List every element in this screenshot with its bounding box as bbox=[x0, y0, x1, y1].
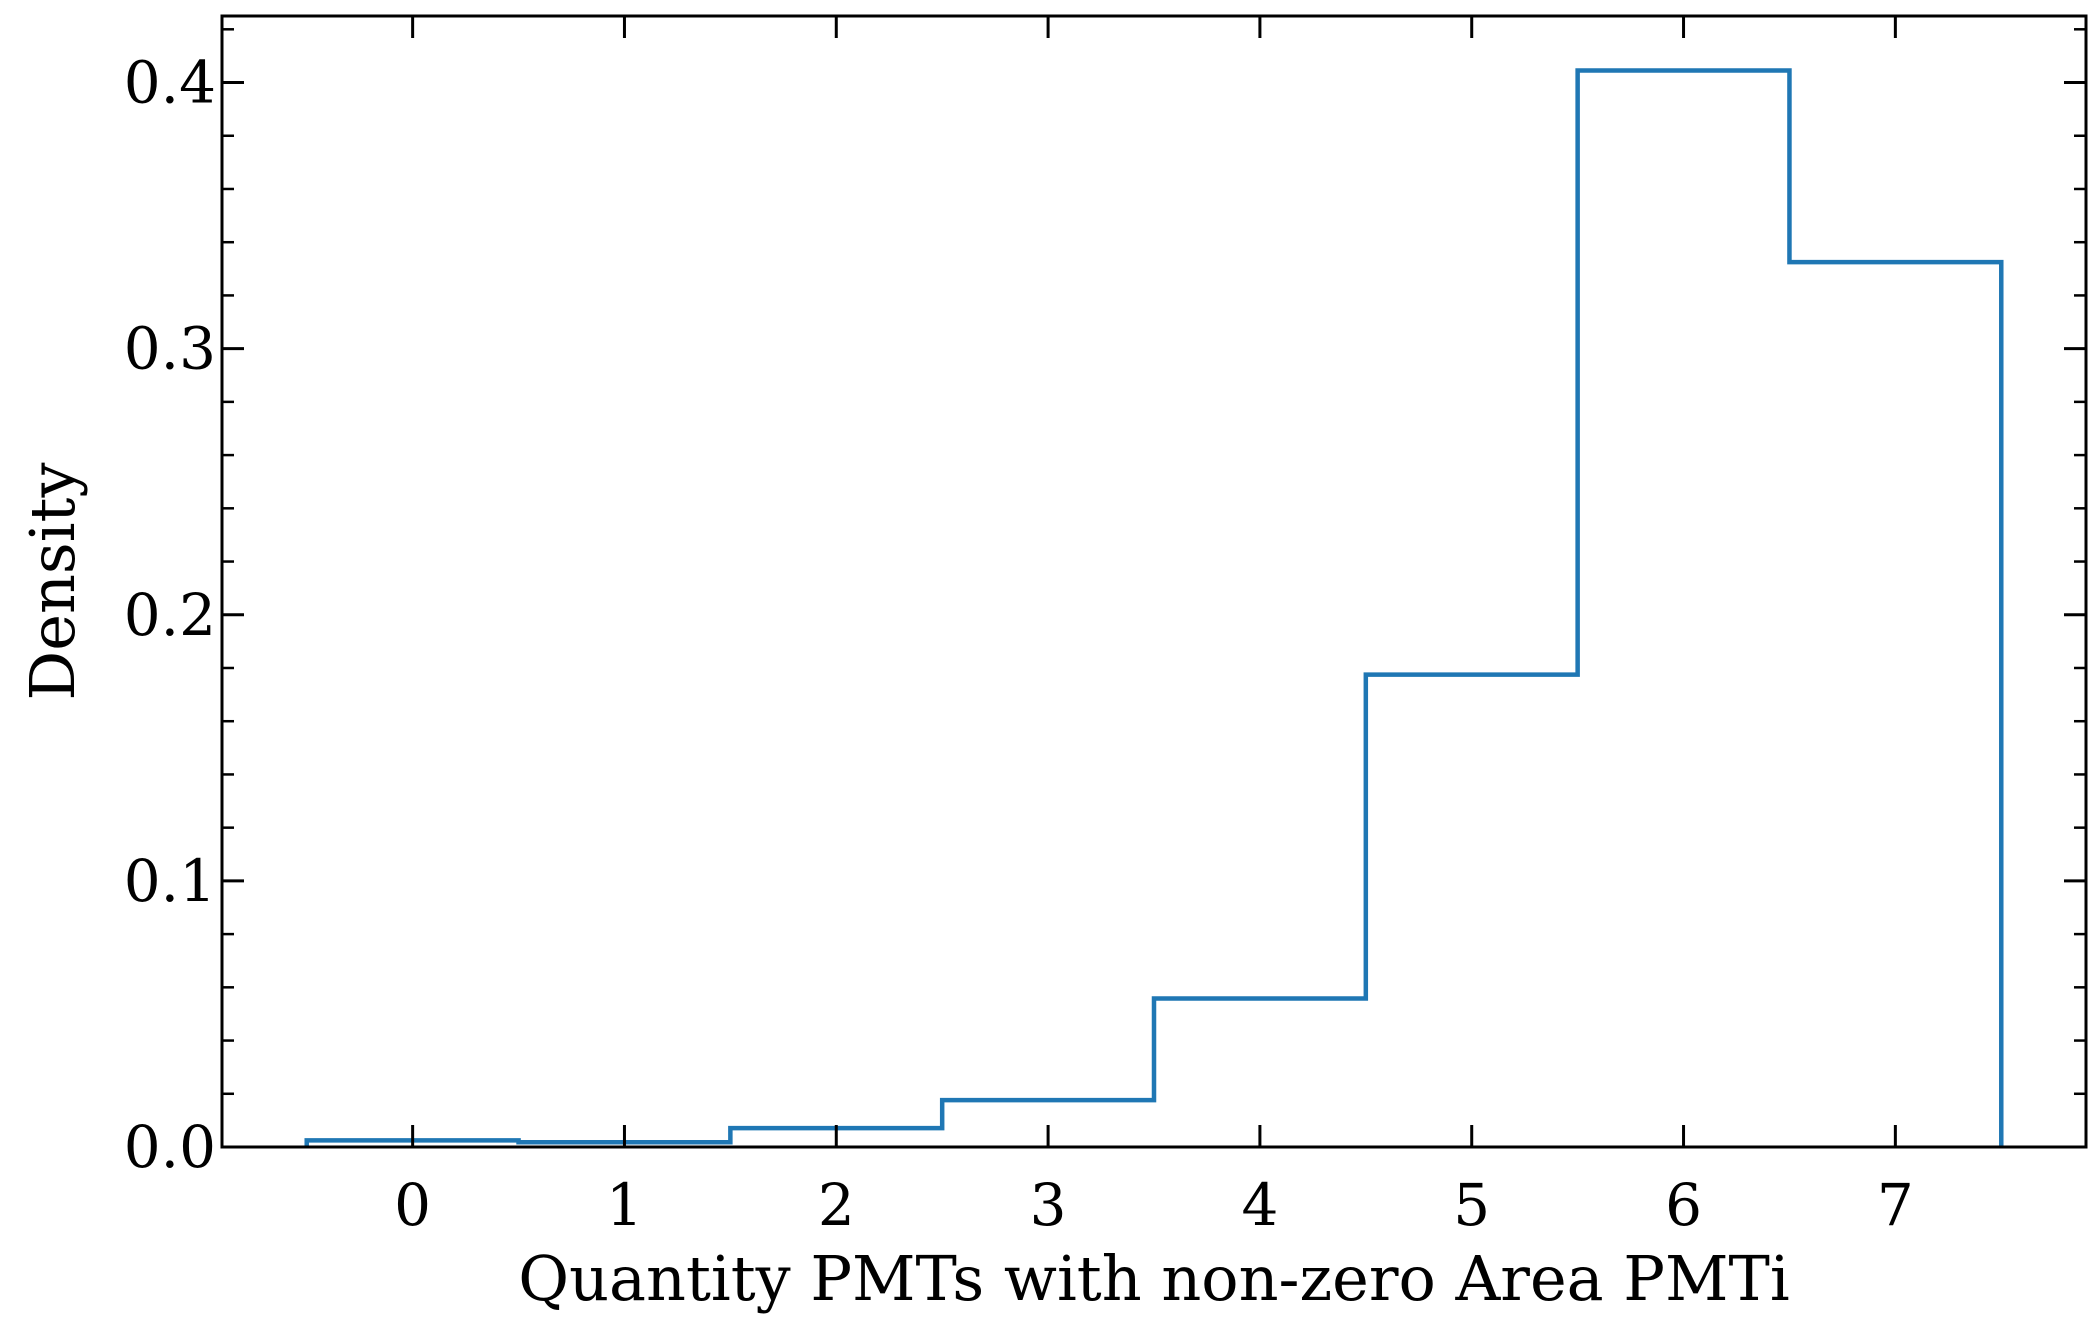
x-tick-label: 1 bbox=[606, 1171, 643, 1239]
x-tick-label: 3 bbox=[1030, 1171, 1067, 1239]
y-axis-label: Density bbox=[16, 463, 89, 701]
histogram-step-layer bbox=[304, 68, 2004, 1147]
plot-frame bbox=[220, 14, 2088, 1149]
x-tick-label: 0 bbox=[394, 1171, 431, 1239]
histogram-step-line bbox=[304, 68, 2004, 1147]
y-tick-label: 0.1 bbox=[124, 847, 216, 915]
y-tick-label: 0.4 bbox=[124, 49, 216, 117]
x-tick-label: 4 bbox=[1241, 1171, 1278, 1239]
x-tick-label: 6 bbox=[1665, 1171, 1702, 1239]
x-tick-label: 5 bbox=[1453, 1171, 1490, 1239]
y-tick-label: 0.2 bbox=[124, 581, 216, 649]
y-tick-label: 0.0 bbox=[124, 1113, 216, 1181]
x-tick-label: 2 bbox=[818, 1171, 855, 1239]
tick-labels-layer: 0 1 2 3 4 5 6 7 0.0 0.1 0.2 0.3 0.4 bbox=[124, 49, 1914, 1239]
y-tick-label: 0.3 bbox=[124, 315, 216, 383]
x-axis-label: Quantity PMTs with non-zero Area PMTi bbox=[518, 1242, 1789, 1315]
ticks-layer bbox=[222, 16, 2086, 1149]
x-tick-label: 7 bbox=[1877, 1171, 1914, 1239]
